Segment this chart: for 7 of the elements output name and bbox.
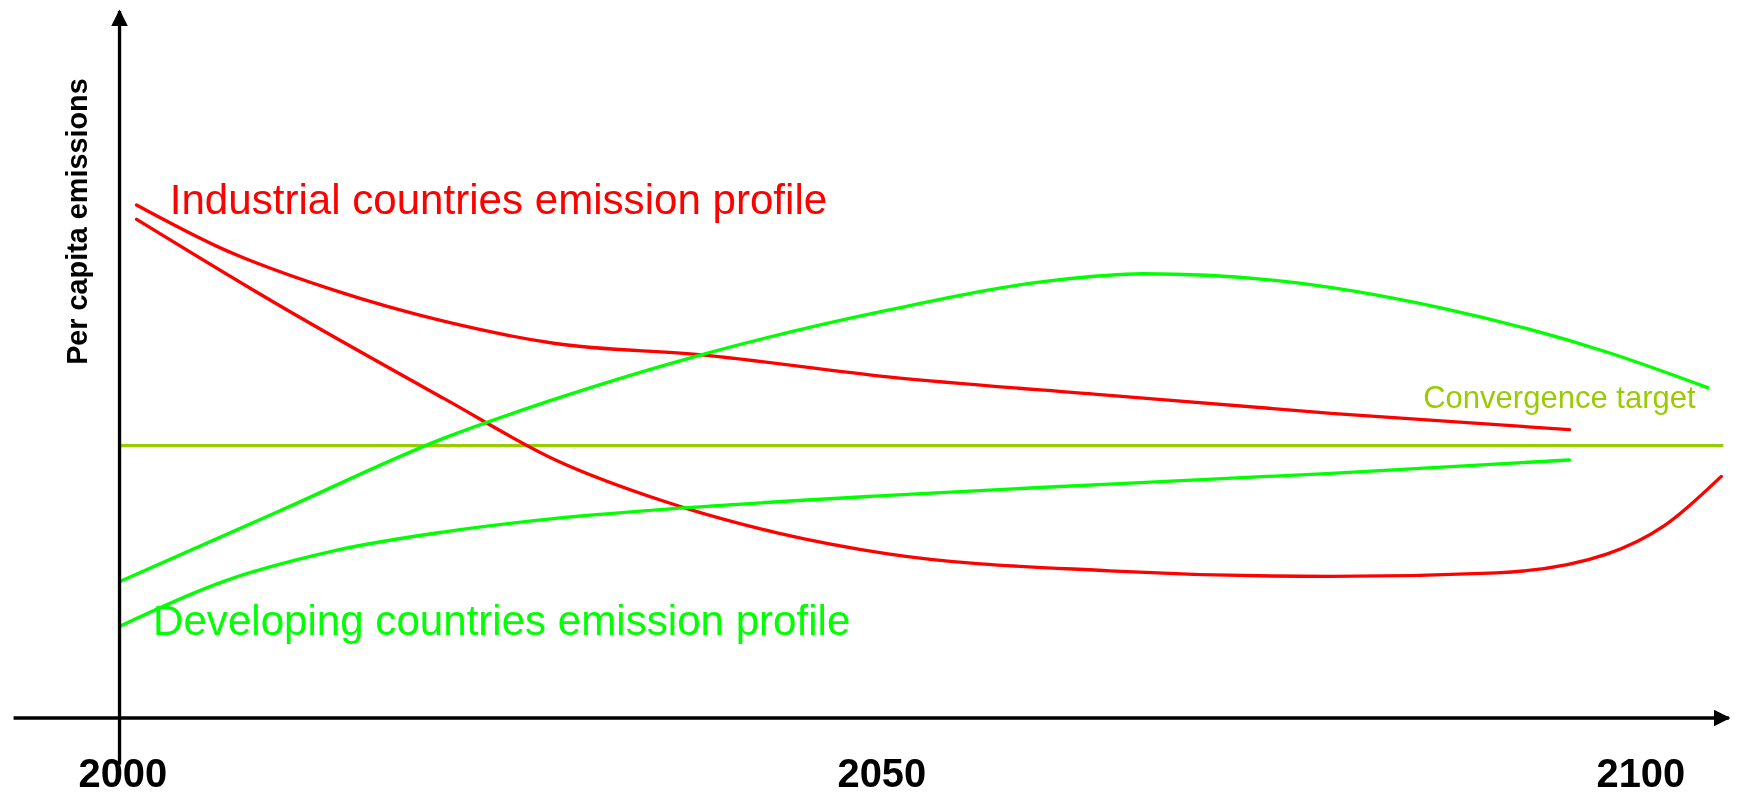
- x-tick-label: 2000: [78, 750, 168, 795]
- x-tick-label: 2100: [1596, 750, 1686, 795]
- ref-line-label: Convergence target: [1423, 379, 1696, 415]
- series-label: Industrial countries emission profile: [169, 175, 828, 223]
- y-axis-title: Per capita emissions: [60, 78, 93, 365]
- x-tick-label: 2050: [837, 750, 927, 795]
- series-label: Developing countries emission profile: [153, 597, 851, 645]
